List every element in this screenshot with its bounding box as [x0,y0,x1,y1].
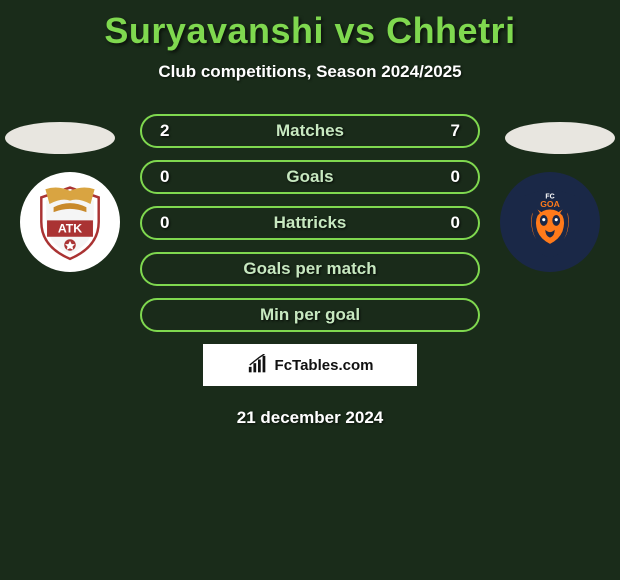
stats-container: 2 Matches 7 0 Goals 0 0 Hattricks 0 Goal… [140,114,480,332]
fc-goa-crest-icon: FC GOA [511,183,589,261]
stat-row-goals-per-match: Goals per match [140,252,480,286]
stat-label: Min per goal [184,305,436,325]
bar-chart-icon [247,354,269,376]
atk-crest-icon: ATK [29,181,111,263]
stat-row-min-per-goal: Min per goal [140,298,480,332]
stat-label: Goals [184,167,436,187]
stat-label: Hattricks [184,213,436,233]
stat-left-value: 0 [160,213,184,233]
svg-text:GOA: GOA [540,199,560,209]
stat-left-value: 2 [160,121,184,141]
player-photo-right [505,122,615,154]
player-photo-left [5,122,115,154]
stat-row-hattricks: 0 Hattricks 0 [140,206,480,240]
subtitle: Club competitions, Season 2024/2025 [0,62,620,82]
stat-right-value: 0 [436,213,460,233]
stat-right-value: 0 [436,167,460,187]
stat-label: Goals per match [184,259,436,279]
page-title: Suryavanshi vs Chhetri [0,0,620,52]
stat-row-goals: 0 Goals 0 [140,160,480,194]
brand-box: FcTables.com [203,344,417,386]
stat-label: Matches [184,121,436,141]
stat-left-value: 0 [160,167,184,187]
club-badge-right: FC GOA [500,172,600,272]
svg-text:ATK: ATK [58,222,82,236]
date-text: 21 december 2024 [0,408,620,428]
club-badge-left: ATK [20,172,120,272]
stat-row-matches: 2 Matches 7 [140,114,480,148]
stat-right-value: 7 [436,121,460,141]
brand-text: FcTables.com [275,357,374,374]
